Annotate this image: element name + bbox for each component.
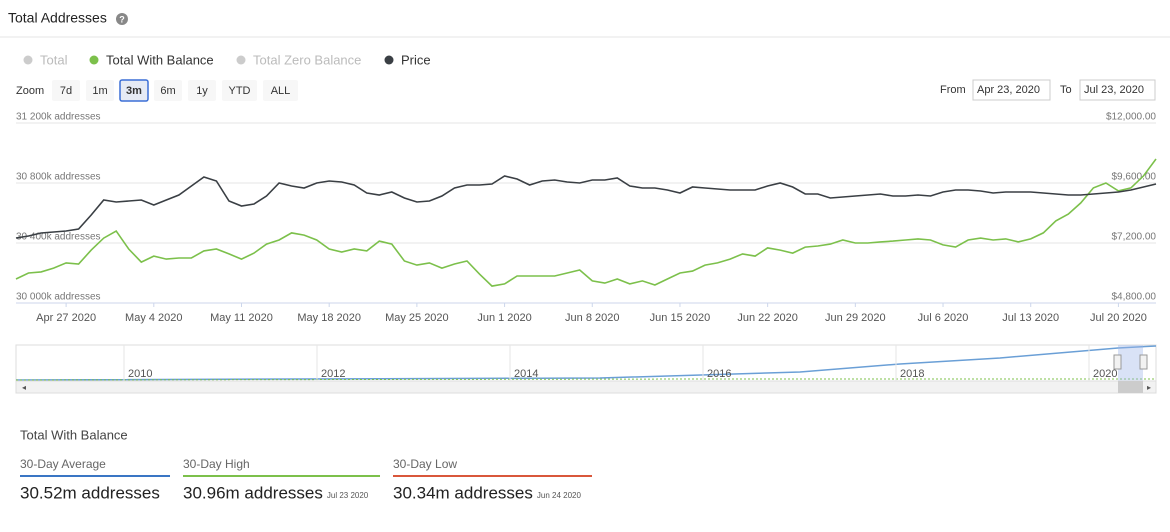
navigator-handle[interactable]: [1139, 354, 1148, 370]
zoom-button[interactable]: [222, 80, 257, 101]
zoom-button-label: ALL: [271, 85, 291, 97]
stat-date: Jul 23 2020: [327, 491, 369, 500]
y-tick-label: 31 200k addresses: [16, 112, 101, 123]
x-tick-label: Jun 29 2020: [825, 312, 886, 324]
navigator-label: 2016: [707, 368, 731, 380]
zoom-button-label: 1m: [92, 85, 107, 97]
x-tick-label: Apr 27 2020: [36, 312, 96, 324]
x-tick-label: May 25 2020: [385, 312, 449, 324]
navigator-selection[interactable]: [1118, 345, 1143, 381]
x-tick-label: May 4 2020: [125, 312, 182, 324]
navigator-line-green: [15, 378, 1156, 381]
from-label: From: [940, 84, 966, 96]
x-tick-label: Jul 6 2020: [918, 312, 969, 324]
zoom-button[interactable]: [52, 80, 80, 101]
page-title: Total Addresses: [8, 10, 107, 26]
scroll-left[interactable]: ◂: [22, 383, 26, 392]
legend-label[interactable]: Total: [40, 52, 68, 67]
zoom-button[interactable]: [154, 80, 182, 101]
x-tick-label: May 18 2020: [297, 312, 361, 324]
zoom-button[interactable]: [263, 80, 298, 101]
navigator-label: 2018: [900, 368, 924, 380]
y2-tick-label: $4,800.00: [1112, 292, 1157, 303]
zoom-button-label: 7d: [60, 85, 72, 97]
x-tick-label: Jul 13 2020: [1002, 312, 1059, 324]
scrollbar[interactable]: [15, 380, 1157, 394]
x-tick-label: May 11 2020: [210, 312, 273, 324]
zoom-button[interactable]: [86, 80, 114, 101]
zoom-button-label: 6m: [160, 85, 175, 97]
from-input[interactable]: [972, 79, 1051, 101]
legend-dot[interactable]: [384, 55, 394, 65]
y2-tick-label: $7,200.00: [1112, 232, 1157, 243]
stat-value: 30.52m addresses: [20, 483, 160, 502]
stat-value: 30.96m addresses: [183, 483, 323, 502]
stat-date: Jun 24 2020: [537, 491, 582, 500]
zoom-label: Zoom: [16, 85, 44, 97]
x-tick-label: Jul 20 2020: [1090, 312, 1147, 324]
stat-label: 30-Day Average: [20, 457, 106, 471]
to-label: To: [1060, 84, 1072, 96]
zoom-button[interactable]: [188, 80, 216, 101]
navigator-handle[interactable]: [1113, 354, 1122, 370]
to-input[interactable]: [1079, 79, 1156, 101]
navigator-label: 2010: [128, 368, 152, 380]
stats-title: Total With Balance: [20, 427, 128, 442]
zoom-button-label: 1y: [196, 85, 208, 97]
stat-value: 30.34m addresses: [393, 483, 533, 502]
stat-label: 30-Day High: [183, 457, 250, 471]
navigator-label: 2012: [321, 368, 345, 380]
x-tick-label: Jun 15 2020: [650, 312, 711, 324]
y2-tick-label: $9,600.00: [1112, 172, 1157, 183]
navigator-label: 2020: [1093, 368, 1117, 380]
legend-label[interactable]: Total Zero Balance: [253, 52, 361, 67]
zoom-button-label: 3m: [126, 85, 142, 97]
from-value: Apr 23, 2020: [977, 84, 1040, 96]
x-tick-label: Jun 1 2020: [477, 312, 531, 324]
to-value: Jul 23, 2020: [1084, 84, 1144, 96]
series-line: [15, 175, 1157, 239]
x-tick-label: Jun 8 2020: [565, 312, 619, 324]
y2-tick-label: $12,000.00: [1106, 112, 1156, 123]
y-tick-label: 30 000k addresses: [16, 292, 101, 303]
legend-dot[interactable]: [236, 55, 246, 65]
legend-label[interactable]: Price: [401, 52, 431, 67]
help-icon[interactable]: [116, 13, 128, 25]
y-tick-label: 30 400k addresses: [16, 232, 101, 243]
legend-dot[interactable]: [89, 55, 99, 65]
navigator-line: [15, 345, 1157, 381]
help-icon-glyph: ?: [119, 14, 125, 24]
scroll-right[interactable]: ▸: [1147, 383, 1151, 392]
navigator-label: 2014: [514, 368, 538, 380]
stat-label: 30-Day Low: [393, 457, 457, 471]
y-tick-label: 30 800k addresses: [16, 172, 101, 183]
x-tick-label: Jun 22 2020: [737, 312, 798, 324]
legend-label[interactable]: Total With Balance: [106, 52, 214, 67]
zoom-button[interactable]: [119, 79, 149, 102]
zoom-button-label: YTD: [229, 85, 251, 97]
navigator[interactable]: [15, 344, 1157, 382]
legend-dot[interactable]: [23, 55, 33, 65]
series-line: [15, 158, 1157, 287]
scrollbar-thumb[interactable]: [1118, 381, 1143, 393]
